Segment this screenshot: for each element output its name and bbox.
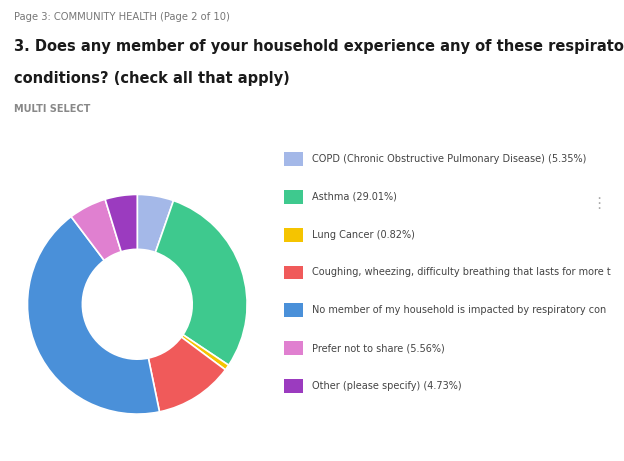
Text: MULTI SELECT: MULTI SELECT — [14, 104, 90, 114]
Text: ⋮: ⋮ — [592, 196, 607, 211]
Text: conditions? (check all that apply): conditions? (check all that apply) — [14, 71, 290, 87]
Text: Lung Cancer (0.82%): Lung Cancer (0.82%) — [312, 230, 415, 240]
Text: COPD (Chronic Obstructive Pulmonary Disease) (5.35%): COPD (Chronic Obstructive Pulmonary Dise… — [312, 154, 587, 164]
Wedge shape — [105, 195, 137, 252]
Wedge shape — [71, 199, 121, 260]
Text: Prefer not to share (5.56%): Prefer not to share (5.56%) — [312, 343, 445, 353]
Text: 3. Does any member of your household experience any of these respiratory: 3. Does any member of your household exp… — [14, 39, 624, 54]
Wedge shape — [27, 217, 160, 414]
Wedge shape — [149, 337, 225, 412]
Text: Coughing, wheezing, difficulty breathing that lasts for more t: Coughing, wheezing, difficulty breathing… — [312, 267, 611, 278]
Wedge shape — [155, 201, 247, 365]
Text: No member of my household is impacted by respiratory con: No member of my household is impacted by… — [312, 305, 607, 315]
Text: Page 3: COMMUNITY HEALTH (Page 2 of 10): Page 3: COMMUNITY HEALTH (Page 2 of 10) — [14, 12, 230, 22]
Text: Other (please specify) (4.73%): Other (please specify) (4.73%) — [312, 381, 462, 391]
Wedge shape — [182, 335, 228, 370]
Text: Asthma (29.01%): Asthma (29.01%) — [312, 192, 397, 202]
Wedge shape — [137, 195, 173, 253]
